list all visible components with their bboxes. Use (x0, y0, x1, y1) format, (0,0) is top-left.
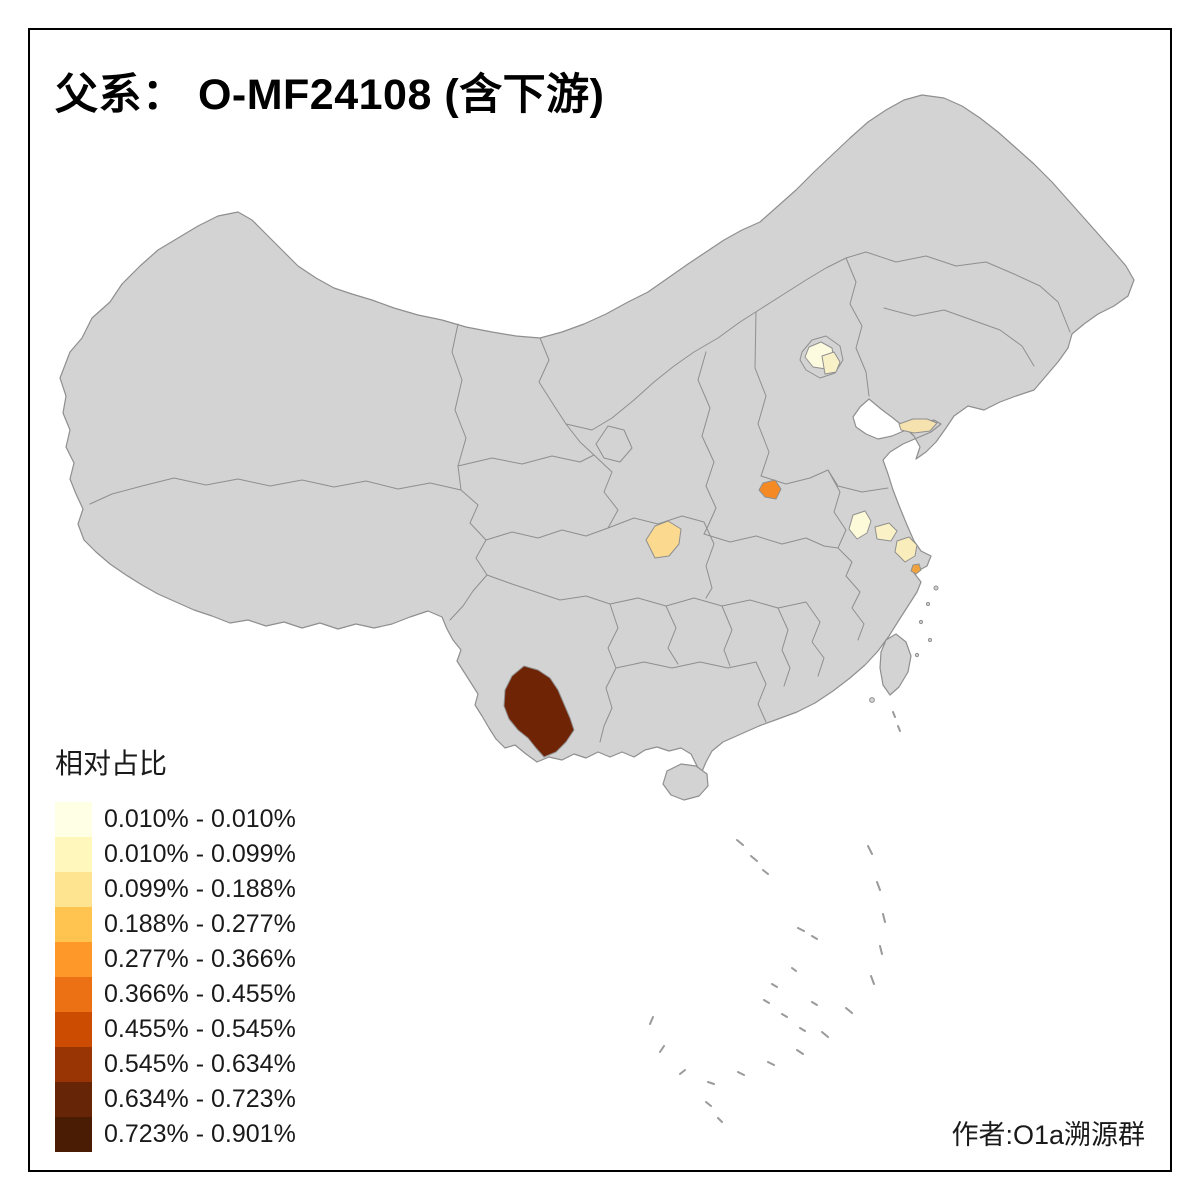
legend-swatch (55, 977, 92, 1012)
border-hunan-jiangxi (777, 607, 791, 687)
border-shaanxi-henan (703, 485, 717, 535)
legend-swatch (55, 1012, 92, 1047)
legend-item: 0.010% - 0.010% (55, 802, 296, 837)
legend-label: 0.010% - 0.010% (104, 805, 296, 833)
border-jiangxi-fujian (805, 601, 825, 677)
legend-swatch (55, 907, 92, 942)
border-shanxi-east (754, 311, 770, 477)
region-yunnan-dark (503, 665, 575, 758)
legend-label: 0.455% - 0.545% (104, 1015, 296, 1043)
page-title: 父系： O-MF24108 (含下游) (55, 71, 605, 119)
coastal-islet (933, 585, 939, 591)
border-yunnan-east (599, 603, 619, 743)
legend-item: 0.455% - 0.545% (55, 1012, 296, 1047)
legend-swatch (55, 1117, 92, 1152)
highlighted-regions (503, 341, 938, 758)
south-china-sea-island-marks (649, 711, 901, 1123)
border-guangxi-north (615, 661, 757, 669)
border-qinghai-sichuan (485, 527, 609, 541)
taiwan-island (879, 633, 912, 696)
legend-swatch (55, 837, 92, 872)
legend-item: 0.099% - 0.188% (55, 872, 296, 907)
border-heilongjiang-south (865, 251, 1071, 333)
author-credit: 作者:O1a溯源群 (951, 1120, 1145, 1150)
legend-item: 0.545% - 0.634% (55, 1047, 296, 1082)
border-huai-river (703, 533, 839, 549)
border-hubei-west (703, 521, 715, 599)
legend-item: 0.188% - 0.277% (55, 907, 296, 942)
mainland-outline (59, 94, 1135, 775)
border-yangtze-mid (609, 597, 807, 609)
province-borders (89, 251, 1071, 743)
legend-items: 0.010% - 0.010% 0.010% - 0.099% 0.099% - 0… (55, 802, 296, 1152)
legend-label: 0.188% - 0.277% (104, 910, 296, 938)
border-hebei-liaoning (845, 257, 870, 397)
border-guangdong-guangxi (755, 661, 767, 723)
legend-swatch (55, 1082, 92, 1117)
islands (662, 585, 939, 801)
legend-item: 0.723% - 0.901% (55, 1117, 296, 1152)
region-jiangsu-north (848, 510, 872, 540)
legend-label: 0.545% - 0.634% (104, 1050, 296, 1078)
legend-swatch (55, 802, 92, 837)
border-hunan-guangdong (721, 605, 733, 667)
border-sichuan-north (607, 515, 705, 529)
legend-label: 0.723% - 0.901% (104, 1120, 296, 1148)
border-inner-mongolia-south (565, 251, 867, 431)
legend-label: 0.099% - 0.188% (104, 875, 296, 903)
legend-label: 0.366% - 0.455% (104, 980, 296, 1008)
border-sichuan-yunnan (486, 574, 611, 605)
region-suzhou-shanghai (894, 536, 918, 563)
border-shanxi-west (697, 351, 715, 487)
legend-title: 相对占比 (55, 748, 168, 779)
border-qinghai-north (457, 454, 595, 467)
region-henan (758, 479, 782, 500)
region-shandong-tip (898, 418, 938, 434)
legend: 相对占比 0.010% - 0.010% 0.010% - 0.099% 0.099… (55, 742, 296, 1152)
legend-item: 0.634% - 0.723% (55, 1082, 296, 1117)
legend-swatch (55, 872, 92, 907)
coastal-islet (914, 652, 920, 658)
coastal-islet (925, 601, 931, 607)
border-guizhou-east (665, 605, 679, 665)
border-gansu-corridor (538, 337, 595, 456)
legend-label: 0.277% - 0.366% (104, 945, 296, 973)
border-gansu-south (593, 454, 619, 529)
border-tibet-north (89, 477, 462, 505)
legend-item: 0.010% - 0.099% (55, 837, 296, 872)
plot-frame (28, 28, 1172, 1172)
legend-swatch (55, 942, 92, 977)
border-anhui-jiangsu (827, 469, 853, 577)
legend-label: 0.010% - 0.099% (104, 840, 296, 868)
coastal-islet (918, 619, 924, 625)
border-jilin-south (883, 307, 1035, 367)
legend-swatch (55, 1047, 92, 1082)
region-zhejiang-coast-speck (910, 563, 922, 575)
coastal-islet (927, 637, 933, 643)
border-beijing-loop (799, 335, 844, 379)
border-zhejiang-west (845, 575, 865, 641)
border-tibet-east (449, 489, 488, 621)
border-ningxia-loop (595, 425, 633, 463)
penghu-islet (869, 697, 875, 703)
legend-item: 0.366% - 0.455% (55, 977, 296, 1012)
legend-item: 0.277% - 0.366% (55, 942, 296, 977)
region-beijing-pale-east (821, 351, 841, 375)
hainan-island (662, 763, 709, 801)
region-chongqing (645, 520, 682, 559)
region-jiangsu-mid (874, 522, 898, 542)
legend-label: 0.634% - 0.723% (104, 1085, 296, 1113)
